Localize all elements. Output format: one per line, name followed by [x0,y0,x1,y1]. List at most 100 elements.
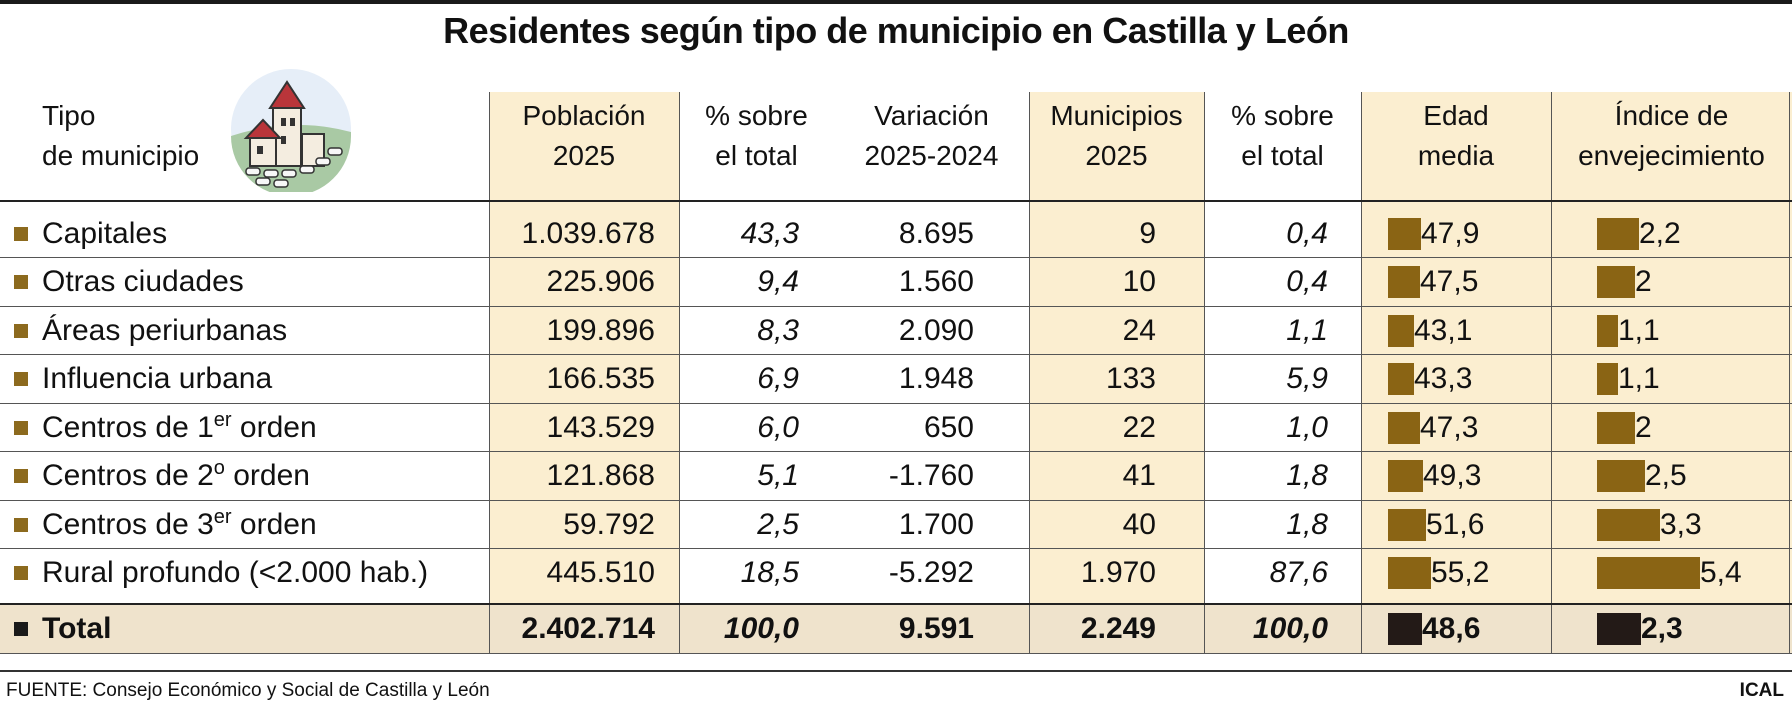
cell-variacion: 2.090 [898,314,974,347]
col-separator [1789,92,1790,653]
header-variacion: Variación 2025-2024 [864,100,999,171]
header-rule [0,200,1792,202]
cell-pct-municipios: 1,0 [1286,411,1328,444]
cell-pct-poblacion: 6,0 [757,411,799,444]
row-rule [0,306,1792,307]
edad-value: 43,3 [1414,362,1473,395]
chart-title: Residentes según tipo de municipio en Ca… [443,10,1349,51]
cell-pct-municipios: 0,4 [1286,217,1328,250]
cell-pct-poblacion: 6,9 [757,362,799,395]
row-marker [14,421,28,435]
cell-municipios: 40 [1122,508,1156,541]
header-poblacion: Población 2025 [522,100,646,171]
edad-value: 43,1 [1414,314,1473,347]
indice-value: 2 [1635,411,1652,444]
row-rule [0,257,1792,258]
cell-poblacion: 166.535 [546,362,655,395]
cell-pct-municipios: 0,4 [1286,265,1328,298]
cell-municipios: 133 [1105,362,1156,395]
row-rule [0,548,1792,549]
cell-pct-municipios: 1,1 [1286,314,1328,347]
cell-pct-poblacion: 18,5 [740,556,799,589]
col-separator [1204,92,1205,653]
brand-credit: ICAL [1739,680,1784,701]
indice-bar [1597,613,1641,645]
header-pct-municipios: % sobre el total [1231,100,1334,171]
cell-poblacion: 59.792 [563,508,655,541]
row-marker [14,518,28,532]
cell-pct-municipios: 87,6 [1269,556,1328,589]
ordinal-suffix: er [213,506,232,528]
edad-bar [1388,460,1423,492]
cell-variacion: 1.560 [898,265,974,298]
cell-pct-poblacion: 43,3 [740,217,799,250]
indice-value: 2 [1635,265,1652,298]
cell-poblacion: 143.529 [546,411,655,444]
row-marker [14,372,28,386]
footer-rule [0,670,1792,672]
row-rule [0,354,1792,355]
indice-bar [1597,218,1639,250]
header-edad: Edad media [1417,100,1495,171]
cell-municipios: 1.970 [1080,556,1156,589]
indice-bar [1597,460,1645,492]
row-marker [14,324,28,338]
edad-bar [1388,557,1431,589]
cell-poblacion: 445.510 [546,556,655,589]
cell-variacion: 650 [923,411,974,444]
cell-variacion: 9.591 [898,612,974,645]
cell-municipios: 9 [1139,217,1156,250]
indice-value: 2,5 [1645,459,1687,492]
header-tipo: Tipo de municipio [42,100,200,171]
row-label: Áreas periurbanas [42,314,288,347]
indice-value: 2,3 [1641,612,1683,645]
cell-pct-municipios: 1,8 [1286,508,1328,541]
indice-bar [1597,266,1635,298]
cell-pct-poblacion: 100,0 [723,612,799,645]
indice-bar [1597,315,1618,347]
cell-pct-poblacion: 5,1 [757,459,799,492]
row-label: Influencia urbana [42,362,273,395]
row-label: Centros de 3er orden [42,506,317,541]
indice-bar [1597,509,1660,541]
edad-bar [1388,412,1420,444]
cell-poblacion: 199.896 [546,314,655,347]
row-label: Rural profundo (<2.000 hab.) [42,556,429,589]
header-municipios: Municipios 2025 [1050,100,1183,171]
edad-value: 47,9 [1421,217,1480,250]
col-separator [679,92,680,653]
row-rule [0,451,1792,452]
cell-poblacion: 225.906 [546,265,655,298]
edad-bar [1388,509,1426,541]
total-rule [0,603,1792,605]
edad-value: 55,2 [1431,556,1490,589]
cell-variacion: 8.695 [898,217,974,250]
cell-poblacion: 121.868 [546,459,655,492]
edad-value: 48,6 [1422,612,1481,645]
col-separator [489,92,490,653]
cell-variacion: 1.948 [898,362,974,395]
edad-bar [1388,266,1420,298]
indice-value: 3,3 [1660,508,1702,541]
row-marker [14,227,28,241]
village-houses-icon [228,66,354,197]
row-label: Centros de 2o orden [42,457,310,492]
cell-municipios: 41 [1122,459,1156,492]
row-label: Capitales [42,217,168,250]
source-note: FUENTE: Consejo Económico y Social de Ca… [6,680,490,701]
row-label: Centros de 1er orden [42,409,317,444]
top-rule [0,0,1792,4]
edad-value: 51,6 [1426,508,1485,541]
row-marker [14,622,28,636]
highlight-col-municipios [1029,92,1204,653]
indice-value: 5,4 [1700,556,1742,589]
edad-bar [1388,363,1414,395]
col-separator [1029,92,1030,653]
edad-bar [1388,315,1414,347]
highlight-col-poblacion [489,92,679,653]
indice-value: 1,1 [1618,314,1660,347]
cell-variacion: -5.292 [888,556,974,589]
header-pct-poblacion: % sobre el total [705,100,808,171]
indice-bar [1597,412,1635,444]
cell-poblacion: 2.402.714 [521,612,655,645]
